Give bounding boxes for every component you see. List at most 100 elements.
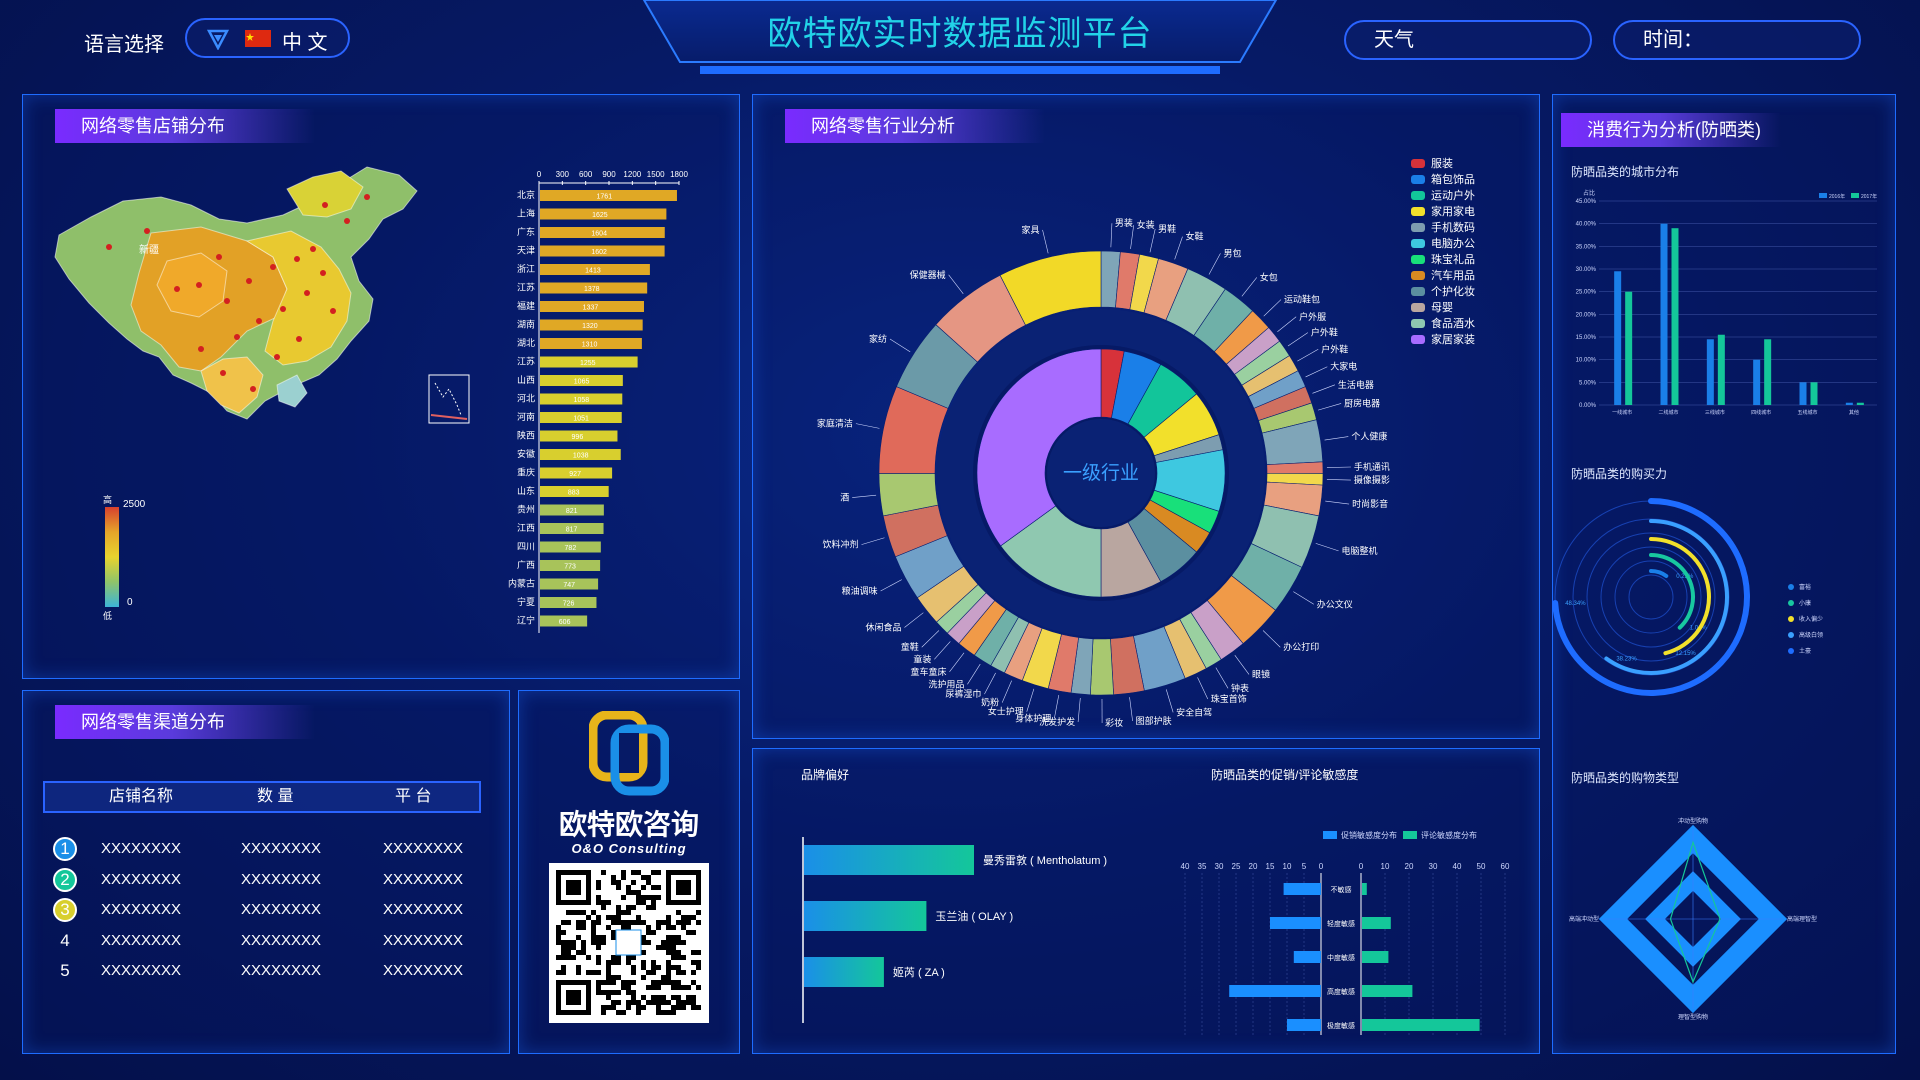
china-map[interactable]: 新疆 <box>51 161 491 441</box>
company-logo-icon <box>589 711 669 796</box>
label-leader-line <box>904 612 924 628</box>
bar-mark <box>1362 951 1389 963</box>
qr-module <box>666 940 671 945</box>
legend-swatch <box>1411 223 1425 232</box>
y-tick-label: 45.00% <box>1576 199 1597 205</box>
channel-table-header: 店铺名称 数 量 平 台 <box>43 781 481 813</box>
radial-bar-mark <box>1553 498 1750 696</box>
qr-module <box>676 985 681 990</box>
left-tick-label: 5 <box>1302 862 1307 871</box>
qr-module <box>646 875 651 880</box>
qr-module <box>576 970 581 975</box>
y-category-label: 广东 <box>517 226 535 237</box>
y-category-label: 江苏 <box>517 282 535 293</box>
qr-module <box>691 995 696 1000</box>
left-tick-label: 20 <box>1249 862 1258 871</box>
legend-label: 促销敏感度分布 <box>1341 830 1397 840</box>
legend-label: 珠宝礼品 <box>1431 252 1475 266</box>
qr-module <box>641 940 646 945</box>
outer-ring-label: 女士护理 <box>988 706 1024 717</box>
table-row[interactable]: 4 XXXXXXXX XXXXXXXX XXXXXXXX <box>43 929 483 960</box>
outer-ring-label: 保健器械 <box>910 269 946 280</box>
category-label: 高度敏感 <box>1327 987 1355 996</box>
label-leader-line <box>1241 277 1258 297</box>
qr-module <box>611 920 616 925</box>
label-leader-line <box>1001 680 1012 703</box>
qr-module <box>686 920 691 925</box>
outer-ring-label: 女鞋 <box>1186 231 1204 242</box>
qr-module <box>696 985 701 990</box>
qr-module <box>651 985 656 990</box>
panel-channel-distribution: 网络零售渠道分布 店铺名称 数 量 平 台 1 XXXXXXXX XXXXXXXX X… <box>22 690 510 1054</box>
page-title: 欧特欧实时数据监测平台 <box>767 15 1153 53</box>
qr-module <box>681 955 686 960</box>
y-category-label: 重庆 <box>517 467 535 478</box>
city-distribution-chart: 占比 0.00% 5.00% 10.00% 15.00% 20.00% 25.00% 30.0… <box>1576 189 1877 416</box>
qr-module <box>656 870 661 875</box>
bar-mark <box>540 245 665 257</box>
qr-module <box>616 990 621 995</box>
cell-qty: XXXXXXXX <box>241 840 322 857</box>
channel-table-body: 1 XXXXXXXX XXXXXXXX XXXXXXXX 2 XXXXXXXX XXXXXX… <box>43 837 483 990</box>
label-leader-line <box>948 274 964 295</box>
right-tick-label: 0 <box>1359 862 1364 871</box>
qr-module <box>566 920 571 925</box>
qr-module <box>596 960 601 965</box>
qr-module <box>591 940 596 945</box>
qr-code-image[interactable] <box>549 863 709 1023</box>
label-leader-line <box>1325 500 1350 505</box>
qr-module <box>646 925 651 930</box>
outer-ring-label: 童鞋 <box>901 641 919 652</box>
table-row[interactable]: 2 XXXXXXXX XXXXXXXX XXXXXXXX <box>43 867 483 899</box>
legend-swatch <box>1411 271 1425 280</box>
language-select[interactable]: 中 文 <box>185 18 350 58</box>
table-row[interactable]: 3 XXXXXXXX XXXXXXXX XXXXXXXX <box>43 898 483 929</box>
qr-module <box>656 1010 661 1015</box>
company-name-en: O&O Consulting <box>571 841 687 856</box>
bar-value-label: 927 <box>569 471 581 478</box>
qr-module <box>666 950 671 955</box>
qr-module <box>686 930 691 935</box>
legend-min-label: 0 <box>127 597 133 608</box>
outer-ring-label: 厨房电器 <box>1344 397 1380 408</box>
table-row[interactable]: 1 XXXXXXXX XXXXXXXX XXXXXXXX <box>43 837 483 868</box>
qr-module <box>606 990 611 995</box>
qr-module <box>676 970 681 975</box>
x-category-label: 四线城市 <box>1751 409 1771 416</box>
outer-ring-label: 户外鞋 <box>1311 327 1338 338</box>
qr-module <box>596 915 601 920</box>
left-tick-label: 40 <box>1181 862 1190 871</box>
label-leader-line <box>949 652 965 673</box>
qr-module <box>606 960 611 965</box>
qr-module <box>611 975 616 980</box>
right-tick-label: 60 <box>1501 862 1510 871</box>
qr-module <box>621 985 626 990</box>
qr-module <box>596 980 601 985</box>
qr-module <box>696 965 701 970</box>
outer-ring-label: 洗护用品 <box>928 678 964 689</box>
qr-module <box>666 935 671 940</box>
bar-mark <box>540 449 621 460</box>
panel-industry-analysis: 网络零售行业分析 男装 女装 男鞋 女鞋 男包 女包 运动鞋包 户外服 户外鞋 户外鞋 大家电 生活电… <box>752 94 1540 739</box>
qr-module <box>651 895 656 900</box>
qr-module <box>611 915 616 920</box>
left-tick-label: 10 <box>1283 862 1292 871</box>
radial-bar-mark <box>1649 569 1669 578</box>
y-category-label: 陕西 <box>517 430 535 441</box>
radial-bar-mark <box>1649 537 1711 656</box>
table-row[interactable]: 5 XXXXXXXX XXXXXXXX XXXXXXXX <box>43 959 483 990</box>
qr-module <box>681 925 686 930</box>
outer-ring-label: 童装 <box>913 653 931 664</box>
qr-module <box>691 1000 696 1005</box>
city-chart-title: 防晒品类的城市分布 <box>1571 165 1680 179</box>
qr-module <box>591 910 596 915</box>
category-label: 轻度敏感 <box>1327 919 1355 928</box>
y-tick-label: 30.00% <box>1576 267 1597 273</box>
outer-ring-label: 休闲食品 <box>865 622 901 633</box>
y-category-label: 江西 <box>517 523 535 533</box>
qr-module <box>676 955 681 960</box>
label-leader-line <box>855 423 880 429</box>
qr-module <box>626 920 631 925</box>
qr-module <box>636 1000 641 1005</box>
qr-module <box>676 910 681 915</box>
